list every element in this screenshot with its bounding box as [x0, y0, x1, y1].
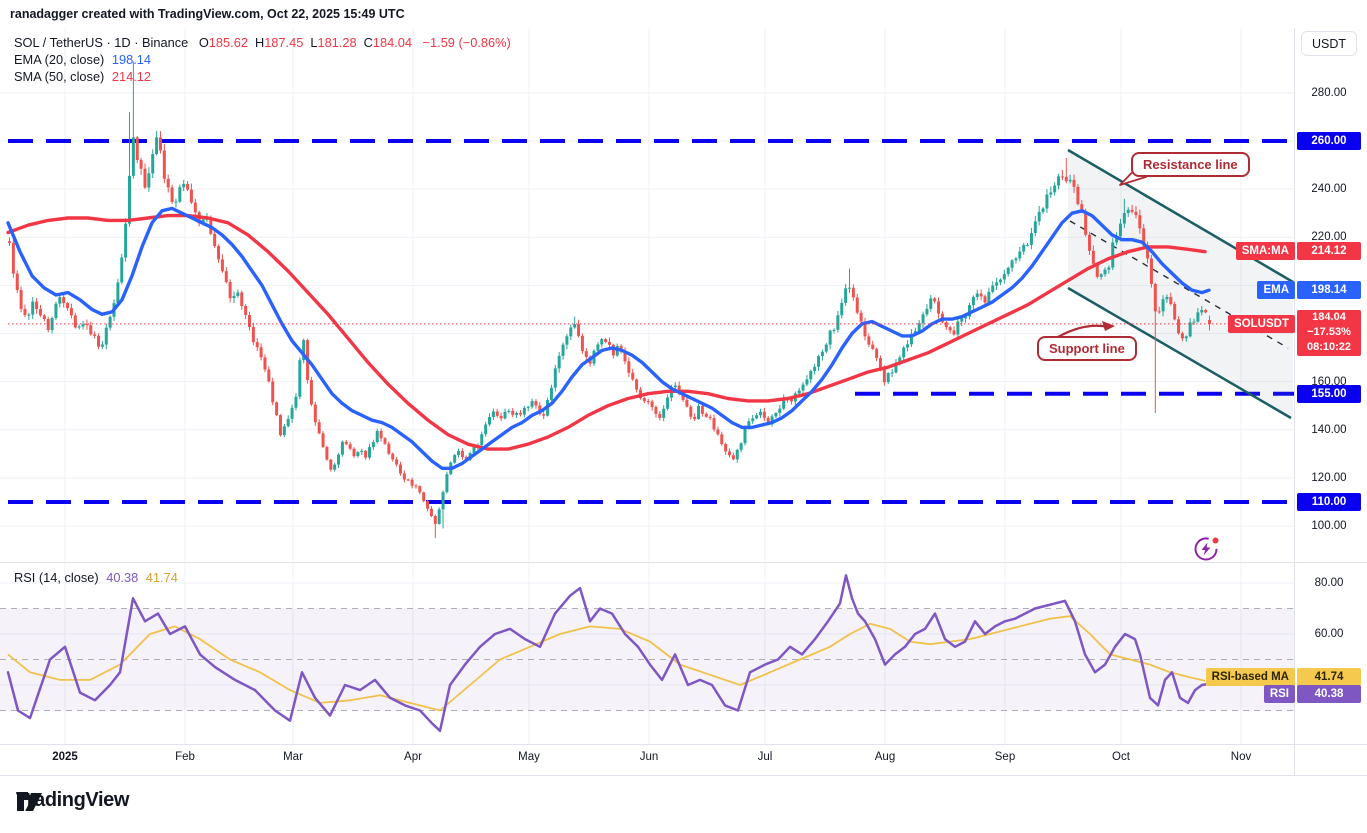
- time-label-Aug: Aug: [874, 751, 896, 763]
- change-percent: −17.53%: [1307, 326, 1351, 339]
- time-label-2025: 2025: [52, 751, 78, 763]
- ema-value: 198.14: [111, 52, 152, 67]
- rsi-tick-60: 60.00: [1314, 628, 1344, 640]
- time-label-Sep: Sep: [994, 751, 1016, 763]
- price-tick-140: 140.00: [1311, 423, 1347, 436]
- time-label-Feb: Feb: [175, 751, 195, 763]
- sma-axis-value: 214.12: [1297, 242, 1361, 261]
- time-label-Jun: Jun: [639, 751, 659, 763]
- ema-axis-pill: EMA: [1257, 280, 1295, 299]
- level-badge-260: 260.00: [1297, 132, 1361, 150]
- ohlc-O: O185.62: [198, 35, 248, 50]
- sma-label: SMA (50, close): [14, 69, 105, 84]
- rsi-ma-axis-value: 41.74: [1297, 668, 1361, 686]
- tradingview-logo-icon: [17, 793, 42, 811]
- rsi-label: RSI (14, close): [14, 570, 99, 585]
- currency-toggle-button[interactable]: USDT: [1301, 31, 1357, 56]
- rsi-ma-axis-pill: RSI-based MA: [1205, 668, 1295, 686]
- price-tick-100: 100.00: [1311, 520, 1347, 533]
- price-tick-160: 160.00: [1311, 375, 1347, 388]
- time-label-Oct: Oct: [1112, 751, 1130, 763]
- attribution-header: ranadagger created with TradingView.com,…: [10, 7, 405, 21]
- ema-label: EMA (20, close): [14, 52, 105, 67]
- symbol-title: SOL / TetherUS · 1D · Binance: [14, 35, 189, 50]
- ema-legend-row[interactable]: EMA (20, close) 198.14: [14, 52, 151, 67]
- ohlc-L: L181.28: [310, 35, 357, 50]
- time-label-Jul: Jul: [757, 751, 773, 763]
- rsi-legend-row[interactable]: RSI (14, close) 40.38 41.74: [14, 570, 178, 585]
- support-line-callout[interactable]: Support line: [1037, 336, 1137, 361]
- time-label-May: May: [518, 751, 540, 763]
- resistance-line-callout[interactable]: Resistance line: [1131, 152, 1250, 177]
- countdown-timer: 08:10:22: [1306, 341, 1352, 354]
- ema-axis-value: 198.14: [1297, 280, 1361, 299]
- flash-alert-icon[interactable]: [1192, 534, 1222, 564]
- symbol-axis-pill: SOLUSDT: [1228, 314, 1295, 333]
- ohlc-H: H187.45: [254, 35, 304, 50]
- rsi-axis-value: 40.38: [1297, 685, 1361, 703]
- rsi-value: 40.38: [106, 570, 139, 585]
- sma-axis-pill: SMA:MA: [1235, 242, 1295, 261]
- price-tick-240: 240.00: [1311, 183, 1347, 196]
- price-tick-280: 280.00: [1311, 86, 1347, 99]
- brand-name: TradingView: [16, 789, 130, 811]
- rsi-ma-value: 41.74: [145, 570, 178, 585]
- symbol-legend-row[interactable]: SOL / TetherUS · 1D · Binance O185.62 H18…: [14, 35, 511, 50]
- time-label-Apr: Apr: [404, 751, 422, 763]
- tradingview-brand[interactable]: TradingView: [16, 789, 129, 812]
- rsi-tick-80: 80.00: [1314, 577, 1344, 589]
- last-price: 184.04: [1312, 310, 1346, 323]
- level-badge-110: 110.00: [1297, 493, 1361, 511]
- ohlc-values: O185.62 H187.45 L181.28 C184.04: [192, 35, 412, 50]
- level-badge-155: 155.00: [1297, 384, 1361, 403]
- price-tick-120: 120.00: [1311, 471, 1347, 484]
- sma-legend-row[interactable]: SMA (50, close) 214.12: [14, 69, 151, 84]
- price-tick-220: 220.00: [1311, 231, 1347, 244]
- rsi-axis-pill: RSI: [1263, 685, 1295, 703]
- ohlc-C: C184.04: [363, 35, 412, 50]
- change-value: −1.59 (−0.86%): [422, 35, 511, 50]
- last-price-axis-badge: 184.04 −17.53% 08:10:22: [1297, 309, 1361, 356]
- time-label-Nov: Nov: [1230, 751, 1252, 763]
- sma-value: 214.12: [111, 69, 152, 84]
- time-label-Mar: Mar: [283, 751, 303, 763]
